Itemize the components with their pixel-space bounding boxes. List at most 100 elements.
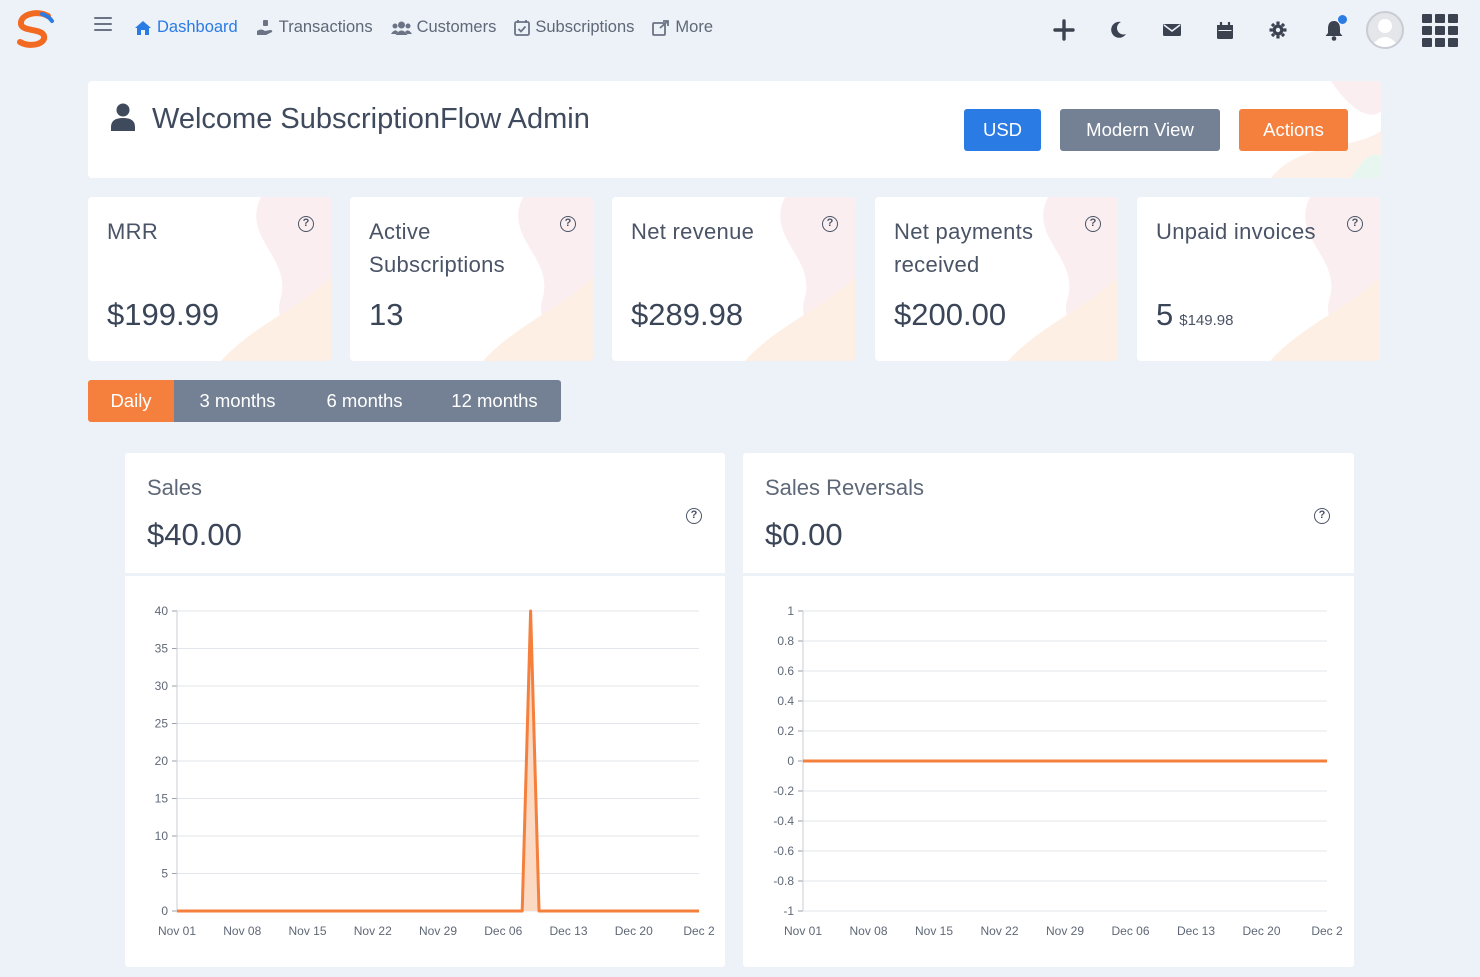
y-tick-label: 1	[787, 604, 794, 618]
nav-item-more[interactable]: More	[652, 18, 713, 37]
help-icon[interactable]: ?	[1347, 216, 1363, 232]
x-tick-label: Nov 29	[1046, 924, 1084, 938]
nav-item-label: Subscriptions	[535, 18, 635, 36]
moon-icon[interactable]	[1100, 12, 1136, 48]
stat-value: $199.99	[107, 297, 220, 332]
y-tick-label: 0.6	[777, 664, 794, 678]
stat-label: Net payments received	[894, 219, 1034, 277]
tab-daily[interactable]: Daily	[88, 380, 174, 422]
menu-toggle-icon[interactable]	[94, 17, 112, 31]
x-tick-label: Nov 15	[915, 924, 953, 938]
envelope-icon[interactable]	[1154, 12, 1190, 48]
period-tabs: Daily 3 months 6 months 12 months	[88, 380, 561, 422]
help-icon[interactable]: ?	[1085, 216, 1101, 232]
nav-item-customers[interactable]: Customers	[390, 18, 497, 37]
help-icon[interactable]: ?	[822, 216, 838, 232]
apps-grid-icon[interactable]	[1422, 14, 1458, 47]
stat-card-net-revenue: Net revenue ? $289.98	[612, 197, 855, 361]
y-tick-label: 5	[161, 867, 168, 881]
y-tick-label: 0.8	[777, 634, 794, 648]
card-decoration	[1271, 81, 1381, 178]
welcome-card: Welcome SubscriptionFlow Admin USD Moder…	[88, 81, 1381, 178]
y-tick-label: -0.6	[773, 844, 794, 858]
stat-card-mrr: MRR ? $199.99	[88, 197, 331, 361]
help-icon[interactable]: ?	[1314, 508, 1330, 524]
y-tick-label: 30	[155, 679, 169, 693]
stat-value: $289.98	[631, 297, 744, 332]
calendar-icon[interactable]	[1207, 12, 1243, 48]
y-tick-label: 0.4	[777, 694, 794, 708]
stat-label: Active Subscriptions	[369, 219, 505, 277]
chart-amount: $0.00	[765, 517, 843, 552]
sales-reversals-chart-card: Sales Reversals $0.00 ? 1 0.8 0.6 0.4 0.2 0 -0…	[743, 453, 1354, 967]
card-decoration	[1270, 197, 1380, 361]
card-decoration	[745, 197, 855, 361]
actions-button[interactable]: Actions	[1239, 109, 1348, 151]
help-icon[interactable]: ?	[686, 508, 702, 524]
tab-6-months[interactable]: 6 months	[301, 380, 428, 422]
y-tick-label: 15	[155, 792, 169, 806]
chart-header: Sales $40.00 ?	[125, 453, 725, 576]
nav-item-dashboard[interactable]: Dashboard	[134, 18, 238, 37]
x-tick-label: Nov 08	[849, 924, 887, 938]
y-tick-label: -0.4	[773, 814, 794, 828]
x-tick-label: Dec 2	[683, 924, 715, 938]
x-tick-label: Dec 20	[615, 924, 653, 938]
hand-money-icon	[256, 19, 272, 35]
tab-3-months[interactable]: 3 months	[174, 380, 301, 422]
users-icon	[390, 21, 412, 35]
x-tick-label: Nov 29	[419, 924, 457, 938]
stat-card-unpaid-invoices: Unpaid invoices ? 5 $149.98	[1137, 197, 1380, 361]
stat-label: MRR	[107, 219, 159, 244]
y-tick-label: 0	[787, 754, 794, 768]
nav-item-label: Dashboard	[157, 18, 238, 36]
nav-item-subscriptions[interactable]: Subscriptions	[514, 18, 634, 37]
x-tick-label: Nov 22	[980, 924, 1018, 938]
plus-icon[interactable]	[1046, 12, 1082, 48]
chart-title: Sales Reversals	[765, 475, 924, 500]
x-tick-label: Dec 06	[484, 924, 522, 938]
x-tick-label: Nov 08	[223, 924, 261, 938]
help-icon[interactable]: ?	[298, 216, 314, 232]
y-tick-label: 0.2	[777, 724, 794, 738]
help-icon[interactable]: ?	[560, 216, 576, 232]
bell-icon[interactable]	[1316, 12, 1352, 48]
nav-item-transactions[interactable]: Transactions	[256, 18, 373, 37]
x-tick-label: Nov 01	[158, 924, 196, 938]
calendar-check-icon	[514, 20, 531, 36]
external-link-icon	[652, 19, 670, 36]
home-icon	[135, 20, 151, 35]
nav-item-label: Customers	[416, 18, 497, 36]
y-tick-label: -0.8	[773, 874, 794, 888]
currency-button[interactable]: USD	[964, 109, 1041, 151]
chart-title: Sales	[147, 475, 203, 500]
subscriptionflow-logo[interactable]	[12, 10, 58, 50]
modern-view-button[interactable]: Modern View	[1060, 109, 1220, 151]
y-tick-label: 25	[155, 717, 169, 731]
main-nav: Dashboard Transactions Customers Subscri…	[134, 18, 731, 37]
stat-label: Net revenue	[631, 219, 755, 244]
sales-chart-card: Sales $40.00 ? 0 5 10 15 20 25 30 35 40 Nov 01 Nov…	[125, 453, 725, 967]
user-avatar[interactable]	[1366, 11, 1404, 49]
notification-badge	[1337, 14, 1348, 25]
x-tick-label: Nov 15	[288, 924, 326, 938]
stat-card-net-payments: Net payments received ? $200.00	[875, 197, 1118, 361]
sales-chart: 0 5 10 15 20 25 30 35 40 Nov 01 Nov 08 Nov 15 Nov 22…	[155, 604, 715, 938]
x-tick-label: Nov 22	[354, 924, 392, 938]
gear-icon[interactable]	[1260, 12, 1296, 48]
y-tick-label: 0	[161, 904, 168, 918]
x-tick-label: Dec 2	[1311, 924, 1343, 938]
chart-header: Sales Reversals $0.00 ?	[743, 453, 1354, 576]
tab-12-months[interactable]: 12 months	[428, 380, 561, 422]
y-tick-label: -1	[783, 904, 794, 918]
x-tick-label: Dec 13	[549, 924, 587, 938]
stat-card-active-subscriptions: Active Subscriptions ? 13	[350, 197, 593, 361]
y-tick-label: 10	[155, 829, 169, 843]
nav-item-label: More	[675, 18, 714, 36]
x-tick-label: Dec 20	[1242, 924, 1280, 938]
y-tick-label: -0.2	[773, 784, 794, 798]
x-tick-label: Dec 13	[1177, 924, 1215, 938]
stat-value: 5 $149.98	[1156, 297, 1234, 332]
series-line	[177, 609, 699, 913]
y-tick-label: 40	[155, 604, 169, 618]
